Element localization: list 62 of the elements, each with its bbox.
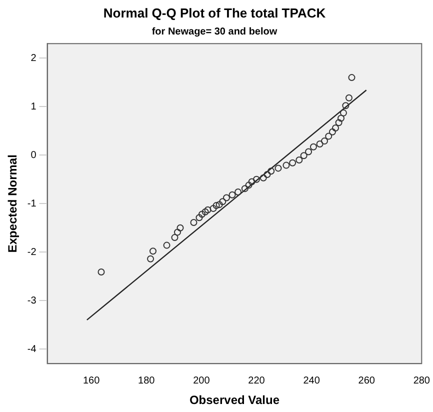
y-tick-label: 0: [30, 150, 37, 161]
point: [348, 74, 356, 82]
point: [196, 214, 203, 222]
point: [228, 191, 236, 198]
point: [260, 174, 267, 182]
chart-subtitle: for Newage= 30 and below: [152, 26, 278, 38]
point: [204, 206, 212, 214]
point: [248, 178, 256, 186]
x-tick-label: 180: [138, 375, 156, 386]
point: [176, 224, 184, 232]
point: [335, 119, 342, 126]
point: [241, 185, 248, 192]
x-tick-label: 160: [82, 375, 100, 386]
point: [212, 202, 220, 210]
point: [174, 228, 181, 236]
point: [252, 176, 260, 183]
x-axis-title: Observed Value: [189, 393, 280, 408]
y-tick-label: -3: [27, 295, 37, 306]
point: [171, 234, 178, 242]
point: [149, 248, 156, 255]
point: [342, 102, 350, 110]
point: [245, 182, 252, 189]
point: [202, 208, 209, 216]
point: [289, 159, 296, 166]
point: [98, 268, 105, 276]
point: [147, 255, 154, 262]
point: [216, 201, 223, 208]
x-tick-label: 260: [358, 375, 376, 386]
x-tick-label: 240: [303, 375, 320, 386]
point: [320, 138, 328, 145]
y-tick-label: -4: [27, 344, 37, 355]
x-tick-label: 200: [193, 375, 210, 386]
point: [328, 128, 336, 136]
chart-title: Normal Q-Q Plot of The total TPACK: [103, 5, 326, 20]
point: [310, 143, 317, 150]
y-tick-label: -2: [27, 246, 37, 258]
y-axis-title: Expected Normal: [6, 154, 20, 253]
x-tick-label: 280: [413, 375, 430, 386]
point: [219, 198, 226, 206]
point: [296, 156, 303, 164]
point: [338, 114, 345, 122]
y-tick-label: 1: [30, 101, 37, 112]
x-tick-label: 220: [248, 375, 266, 386]
point: [282, 162, 290, 169]
point: [198, 210, 206, 218]
point: [340, 109, 347, 116]
point: [345, 94, 352, 102]
point: [210, 204, 217, 212]
y-tick-label: 2: [30, 52, 37, 64]
point: [325, 132, 332, 140]
point: [268, 168, 275, 175]
point: [300, 152, 308, 160]
point: [222, 194, 230, 202]
point: [234, 188, 242, 196]
point: [190, 219, 198, 226]
y-tick-label: -1: [27, 198, 37, 210]
point: [274, 164, 282, 172]
point: [264, 171, 271, 178]
point: [332, 124, 339, 132]
point: [163, 242, 170, 249]
point: [305, 148, 312, 156]
point: [316, 140, 324, 148]
